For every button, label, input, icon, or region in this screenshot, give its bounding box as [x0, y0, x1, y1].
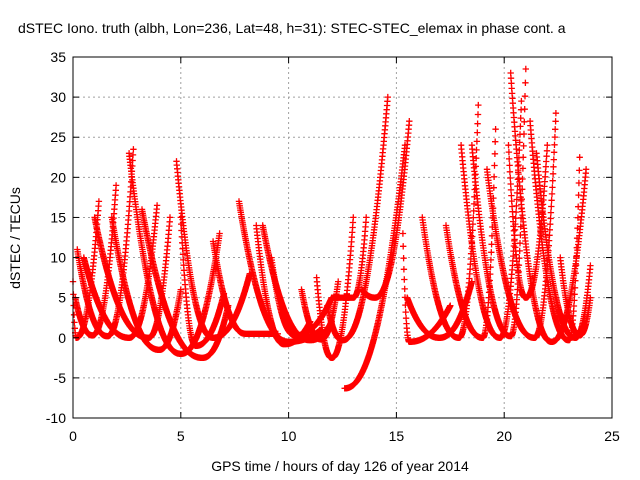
y-tick-label: 15 — [50, 209, 66, 225]
y-tick-label: 0 — [58, 330, 66, 346]
x-tick-label: 20 — [496, 428, 512, 444]
y-tick-label: -5 — [54, 370, 67, 386]
satellite-arc — [177, 214, 228, 349]
satellite-arc — [313, 214, 357, 361]
satellite-arc — [209, 238, 281, 337]
y-tick-label: 5 — [58, 290, 66, 306]
arc-markers — [328, 214, 370, 301]
x-tick-label: 0 — [69, 428, 77, 444]
satellite-arc — [358, 118, 413, 301]
arc-markers — [526, 118, 583, 344]
chart-title: dSTEC Iono. truth (albh, Lon=236, Lat=48… — [18, 20, 566, 36]
plot-frame — [72, 56, 613, 419]
arc-markers — [209, 238, 281, 337]
arc-markers — [74, 146, 137, 340]
x-tick-label: 5 — [177, 428, 185, 444]
y-tick-label: 25 — [50, 129, 66, 145]
satellite-arc — [526, 118, 583, 344]
arc-markers — [457, 97, 525, 341]
x-tick-label: 25 — [604, 428, 620, 444]
satellite-arc — [557, 254, 594, 339]
y-tick-label: 10 — [50, 250, 66, 266]
arc-markers — [313, 214, 357, 361]
x-tick-label: 15 — [389, 428, 405, 444]
axis-ticks: 0 5 10 15 20 25 -10 -5 0 5 10 15 20 25 30 35 — [46, 49, 620, 444]
arc-markers — [177, 214, 228, 349]
satellite-arc — [457, 97, 525, 341]
satellite-arc — [74, 146, 137, 340]
satellite-arc — [468, 65, 529, 340]
y-tick-label: 35 — [50, 49, 66, 65]
arc-markers — [324, 93, 391, 344]
arc-markers — [358, 118, 413, 301]
satellite-arc — [324, 93, 391, 344]
y-tick-label: 20 — [50, 169, 66, 185]
y-tick-label: 30 — [50, 89, 66, 105]
x-axis-label: GPS time / hours of day 126 of year 2014 — [211, 458, 469, 474]
arc-markers — [468, 65, 529, 340]
data-points — [69, 65, 594, 392]
arc-markers — [557, 254, 594, 339]
satellite-arc — [328, 214, 370, 301]
y-axis-label: dSTEC / TECUs — [7, 187, 23, 289]
y-tick-label: -10 — [46, 410, 66, 426]
x-tick-label: 10 — [281, 428, 297, 444]
